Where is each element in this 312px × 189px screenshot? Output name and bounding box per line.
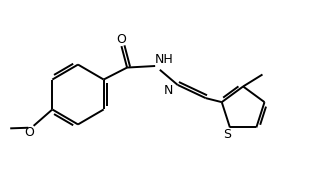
Text: S: S xyxy=(223,128,232,141)
Text: N: N xyxy=(164,84,173,97)
Text: NH: NH xyxy=(154,53,173,66)
Text: O: O xyxy=(24,126,34,139)
Text: O: O xyxy=(116,33,126,46)
